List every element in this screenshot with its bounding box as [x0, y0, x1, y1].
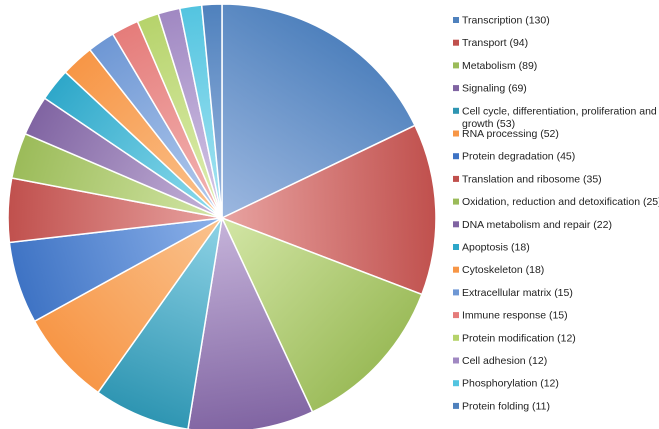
- legend-swatch: [453, 85, 459, 92]
- legend-item: Signaling (69): [453, 83, 527, 95]
- legend-item: Oxidation, reduction and detoxification …: [453, 196, 659, 208]
- legend-label: Translation and ribosome (35): [462, 173, 602, 185]
- legend-item: RNA processing (52): [453, 128, 559, 140]
- legend-swatch: [453, 380, 459, 387]
- legend-item: Cytoskeleton (18): [453, 264, 544, 276]
- pie-slice-4: [187, 215, 314, 429]
- legend-swatch: [453, 402, 459, 409]
- legend-item: Transport (94): [453, 37, 528, 49]
- legend-item: Cell cycle, differentiation, proliferati…: [453, 105, 657, 130]
- legend-label: Oxidation, reduction and detoxification …: [462, 196, 659, 208]
- legend-label: Protein folding (11): [462, 400, 550, 412]
- legend-label: Protein degradation (45): [462, 151, 575, 163]
- legend-label: Protein modification (12): [462, 332, 576, 344]
- legend-item: Translation and ribosome (35): [453, 173, 602, 185]
- legend-item: Phosphorylation (12): [453, 378, 559, 390]
- legend-label: Cell adhesion (12): [462, 355, 547, 367]
- legend-label: Cytoskeleton (18): [462, 264, 544, 276]
- legend-item: Protein modification (12): [453, 332, 576, 344]
- legend-swatch: [453, 198, 459, 205]
- legend-label: Transcription (130): [462, 15, 550, 27]
- legend-swatch: [453, 357, 459, 364]
- legend-item: Extracellular matrix (15): [453, 287, 573, 299]
- legend-label: Apoptosis (18): [462, 242, 530, 254]
- pie-slice-18: [200, 3, 223, 219]
- pie-slice-3: [220, 216, 423, 413]
- legend-swatch: [453, 334, 459, 341]
- legend-swatch: [453, 266, 459, 273]
- legend-label: Extracellular matrix (15): [462, 287, 573, 299]
- legend-label: Signaling (69): [462, 83, 527, 95]
- legend-swatch: [453, 221, 459, 228]
- legend-swatch: [453, 17, 459, 23]
- legend-item: Metabolism (89): [453, 60, 537, 72]
- legend-label: RNA processing (52): [462, 128, 559, 140]
- legend-item: Transcription (130): [453, 15, 550, 27]
- legend-swatch: [453, 130, 459, 137]
- legend-label: Transport (94): [462, 37, 528, 49]
- legend-swatch: [453, 107, 459, 114]
- legend-item: Cell adhesion (12): [453, 355, 547, 367]
- legend-label: Cell cycle, differentiation, proliferati…: [462, 105, 657, 130]
- legend-swatch: [453, 175, 459, 182]
- legend-swatch: [453, 153, 459, 160]
- legend-item: Immune response (15): [453, 310, 568, 322]
- pie-slice-1: [221, 3, 416, 220]
- legend-swatch: [453, 312, 459, 319]
- legend-label: Metabolism (89): [462, 60, 537, 72]
- legend-swatch: [453, 244, 459, 250]
- legend-swatch: [453, 39, 459, 46]
- legend-label: Phosphorylation (12): [462, 378, 559, 390]
- legend-swatch: [453, 289, 459, 296]
- legend-item: DNA metabolism and repair (22): [453, 219, 612, 231]
- legend-label: DNA metabolism and repair (22): [462, 219, 612, 231]
- legend-item: Apoptosis (18): [453, 242, 530, 254]
- legend-item: Protein degradation (45): [453, 151, 575, 163]
- legend-label: Immune response (15): [462, 310, 568, 322]
- pie-slice-2: [220, 124, 437, 296]
- legend-item: Protein folding (11): [453, 400, 550, 412]
- legend-swatch: [453, 62, 459, 69]
